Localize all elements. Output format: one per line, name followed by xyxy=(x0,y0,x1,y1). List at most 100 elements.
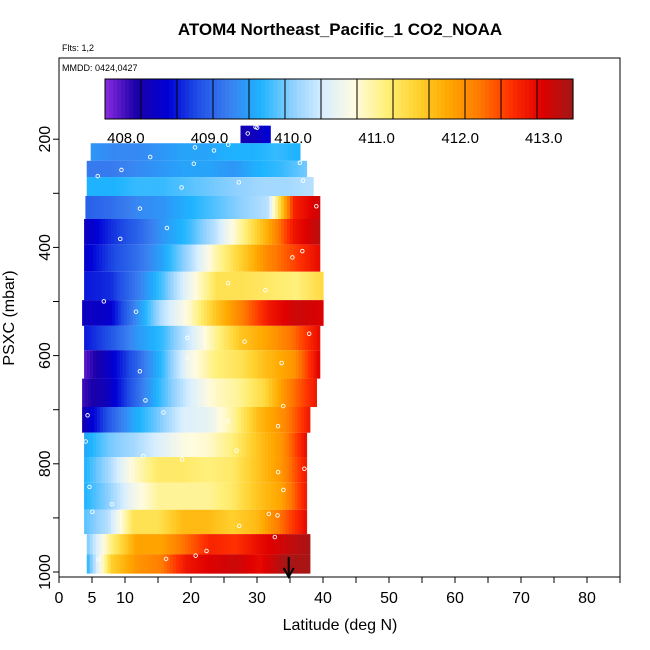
heatmap-cell xyxy=(241,534,245,555)
heatmap-cell xyxy=(171,300,175,326)
heatmap-cell xyxy=(209,300,214,326)
colorbar-swatch xyxy=(389,79,394,119)
heatmap-cell xyxy=(236,350,240,379)
heatmap-cell xyxy=(126,300,131,326)
heatmap-cell xyxy=(140,509,144,535)
heatmap-cell xyxy=(138,378,143,407)
heatmap-cell xyxy=(241,554,245,574)
heatmap-cell xyxy=(194,244,199,272)
x-tick-label: 80 xyxy=(578,590,596,607)
heatmap-cell xyxy=(230,271,235,301)
heatmap-cell xyxy=(143,350,148,379)
colorbar-swatch xyxy=(337,79,342,119)
heatmap-cell xyxy=(132,378,137,407)
heatmap-cell xyxy=(99,300,104,326)
heatmap-cell xyxy=(174,143,178,161)
heatmap-cell xyxy=(166,160,171,178)
heatmap-cell xyxy=(128,271,133,301)
heatmap-cell xyxy=(146,432,150,458)
heatmap-cell xyxy=(263,196,267,219)
heatmap-cell xyxy=(238,160,242,178)
heatmap-cell xyxy=(88,406,92,433)
heatmap-cell xyxy=(241,177,246,197)
heatmap-cell xyxy=(271,534,275,555)
heatmap-cell xyxy=(215,350,219,379)
y-tick-label: 800 xyxy=(37,450,54,477)
heatmap-cell xyxy=(170,509,174,535)
heatmap-cell xyxy=(294,432,299,458)
colorbar-swatch xyxy=(413,79,418,119)
heatmap-cell xyxy=(189,406,194,433)
heatmap-cell xyxy=(175,554,180,574)
heatmap-cell xyxy=(248,378,252,407)
colorbar-swatch xyxy=(265,79,270,119)
heatmap-cell xyxy=(212,300,217,326)
heatmap-cell xyxy=(140,271,145,301)
heatmap-cell xyxy=(200,378,205,407)
heatmap-cell xyxy=(94,196,98,219)
heatmap-cell xyxy=(236,244,240,272)
heatmap-cell xyxy=(191,350,196,379)
colorbar-swatch xyxy=(197,79,202,119)
heatmap-cell xyxy=(227,244,231,272)
heatmap-cell xyxy=(144,300,149,326)
sample-point xyxy=(204,548,209,554)
heatmap-cell xyxy=(243,143,247,161)
heatmap-cell xyxy=(261,125,265,144)
heatmap-cell xyxy=(270,432,275,458)
heatmap-cell xyxy=(155,554,159,574)
heatmap-cell xyxy=(107,554,112,574)
heatmap-cell xyxy=(297,554,302,574)
heatmap-cell xyxy=(288,457,293,483)
heatmap-cell xyxy=(182,325,187,351)
heatmap-cell xyxy=(102,378,107,407)
heatmap-cell xyxy=(125,177,130,197)
heatmap-cell xyxy=(250,534,254,555)
heatmap-cell xyxy=(184,482,189,510)
heatmap-cell xyxy=(192,406,197,433)
heatmap-cell xyxy=(167,554,171,574)
heatmap-cell xyxy=(201,300,205,326)
heatmap-cell xyxy=(128,509,133,535)
heatmap-cell xyxy=(149,457,153,483)
heatmap-cell xyxy=(137,534,141,555)
heatmap-cell xyxy=(193,457,198,483)
heatmap-cell xyxy=(116,350,121,379)
latitude-marker-arrow xyxy=(282,557,295,580)
heatmap-cell xyxy=(105,300,110,326)
heatmap-cell xyxy=(236,325,240,351)
colorbar-swatch xyxy=(541,79,546,119)
colorbar-swatch xyxy=(461,79,466,119)
heatmap-cell xyxy=(294,457,299,483)
heatmap-cell xyxy=(126,196,131,219)
heatmap-cell xyxy=(303,406,308,433)
colorbar-swatch xyxy=(269,79,274,119)
heatmap-cell xyxy=(188,378,193,407)
heatmap-cell xyxy=(155,457,159,483)
heatmap-cell xyxy=(188,218,193,245)
heatmap-cell xyxy=(298,244,303,272)
heatmap-cell xyxy=(102,300,107,326)
heatmap-cell xyxy=(179,271,184,301)
sample-point xyxy=(163,556,169,562)
heatmap-cell xyxy=(267,160,272,178)
colorbar-swatch xyxy=(357,79,362,119)
heatmap-cell xyxy=(93,378,98,407)
heatmap-cell xyxy=(197,378,202,407)
heatmap-cell xyxy=(258,125,262,144)
heatmap-cell xyxy=(174,406,179,433)
heatmap-cell xyxy=(278,271,282,301)
heatmap-cell xyxy=(156,196,161,219)
heatmap-cell xyxy=(212,196,217,219)
heatmap-cell xyxy=(262,432,266,458)
heatmap-cell xyxy=(283,244,288,272)
heatmap-cell xyxy=(224,325,228,351)
heatmap-cell xyxy=(276,160,281,178)
heatmap-cell xyxy=(129,300,134,326)
heatmap-cell xyxy=(274,554,278,574)
heatmap-cell xyxy=(206,244,210,272)
heatmap-cell xyxy=(104,457,109,483)
heatmap-cell xyxy=(281,143,286,161)
heatmap-cell xyxy=(275,196,279,219)
heatmap-cell xyxy=(221,300,226,326)
